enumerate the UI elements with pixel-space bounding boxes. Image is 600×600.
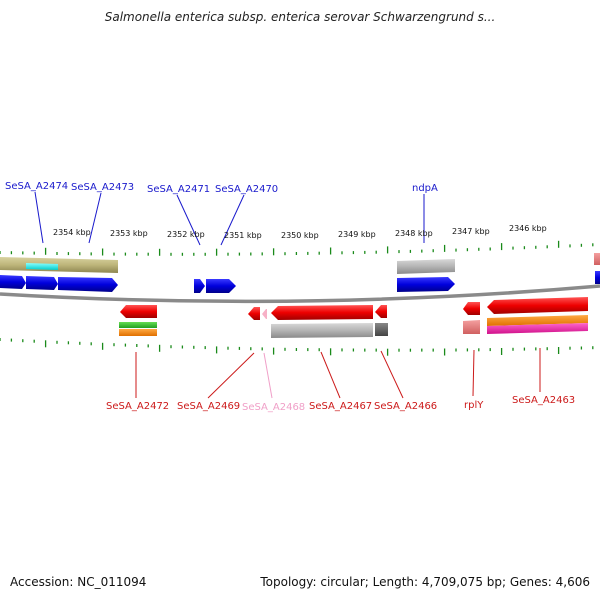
- gene-arrow-sesa-a2473b[interactable]: [58, 277, 118, 292]
- gene-label-sesa-a2473[interactable]: SeSA_A2473: [71, 182, 134, 193]
- gene-track-dark[interactable]: [375, 323, 388, 336]
- lower-tick-row: [0, 338, 594, 356]
- gene-arrow-sesa-a2473a[interactable]: [26, 276, 58, 290]
- gene-arrow-sesa-a2471[interactable]: [194, 279, 205, 293]
- gene-arrow-sesa-a2469[interactable]: [248, 307, 260, 320]
- connector-sesa-a2474: [34, 191, 44, 244]
- genome-summary-text: Topology: circular; Length: 4,709,075 bp…: [260, 575, 590, 589]
- backbone-line: [0, 284, 600, 304]
- connector-rply: [472, 349, 475, 397]
- gene-track-green[interactable]: [119, 322, 157, 328]
- reverse-feature-tracks: [119, 297, 588, 338]
- forward-gene-labels: SeSA_A2474 SeSA_A2473 SeSA_A2471 SeSA_A2…: [5, 181, 438, 195]
- kbp-tick-label: 2350 kbp: [281, 231, 319, 240]
- kbp-axis-labels: 2354 kbp 2353 kbp 2352 kbp 2351 kbp 2350…: [53, 224, 547, 240]
- kbp-tick-label: 2347 kbp: [452, 227, 490, 236]
- gene-arrow-sesa-a2466[interactable]: [375, 305, 387, 318]
- connector-sesa-a2470: [220, 194, 245, 246]
- kbp-tick-label: 2352 kbp: [167, 230, 205, 239]
- gene-label-sesa-a2467[interactable]: SeSA_A2467: [309, 401, 372, 412]
- reverse-gene-labels: SeSA_A2472 SeSA_A2469 SeSA_A2468 SeSA_A2…: [106, 395, 575, 413]
- gene-arrow-ndpa[interactable]: [397, 277, 455, 292]
- gene-track-cyan[interactable]: [26, 263, 58, 270]
- gene-arrow-sesa-a2470[interactable]: [206, 279, 236, 293]
- gene-label-sesa-a2471[interactable]: SeSA_A2471: [147, 184, 210, 195]
- gene-track-orange-a2463[interactable]: [487, 315, 588, 326]
- gene-arrow-sesa-a2467[interactable]: [271, 305, 373, 320]
- connector-sesa-a2467: [320, 351, 341, 399]
- page-title: Salmonella enterica subsp. enterica sero…: [104, 10, 496, 24]
- kbp-tick-label: 2351 kbp: [224, 231, 262, 240]
- kbp-tick-label: 2353 kbp: [110, 229, 148, 238]
- gene-track-salmon-rply[interactable]: [463, 320, 480, 334]
- gene-label-sesa-a2468[interactable]: SeSA_A2468: [242, 402, 305, 413]
- connector-sesa-a2473: [88, 192, 102, 244]
- connector-sesa-a2468: [263, 352, 273, 399]
- accession-text: Accession: NC_011094: [10, 575, 147, 589]
- gene-arrow-sesa-a2472[interactable]: [120, 305, 157, 318]
- gene-arrow-sesa-a2463[interactable]: [487, 297, 588, 314]
- gene-arrow-edge[interactable]: [595, 271, 600, 284]
- gene-track-pink-a2463[interactable]: [487, 323, 588, 334]
- gene-track-olive[interactable]: [0, 257, 118, 273]
- gene-track-salmon[interactable]: [594, 253, 600, 265]
- gene-track-orange[interactable]: [119, 329, 157, 336]
- gene-label-sesa-a2469[interactable]: SeSA_A2469: [177, 401, 240, 412]
- gene-arrow-sesa-a2474[interactable]: [0, 275, 26, 289]
- gene-label-sesa-a2472[interactable]: SeSA_A2472: [106, 401, 169, 412]
- gene-label-sesa-a2463[interactable]: SeSA_A2463: [512, 395, 575, 406]
- connector-sesa-a2469: [207, 352, 255, 399]
- gene-label-sesa-a2474[interactable]: SeSA_A2474: [5, 181, 68, 192]
- upper-tick-row: [0, 240, 594, 256]
- gene-track-gray-ndpa[interactable]: [397, 259, 455, 274]
- kbp-tick-label: 2354 kbp: [53, 228, 91, 237]
- gene-arrow-rply[interactable]: [463, 302, 480, 315]
- gene-label-sesa-a2470[interactable]: SeSA_A2470: [215, 184, 278, 195]
- gene-track-gray-a2467[interactable]: [271, 323, 373, 338]
- forward-feature-tracks: [0, 253, 600, 293]
- connector-sesa-a2466: [380, 350, 404, 399]
- label-connectors: [34, 191, 541, 399]
- gene-label-ndpa[interactable]: ndpA: [412, 183, 438, 194]
- connector-sesa-a2471: [176, 194, 201, 246]
- gene-arrow-sesa-a2468[interactable]: [262, 309, 267, 319]
- kbp-tick-label: 2346 kbp: [509, 224, 547, 233]
- kbp-tick-label: 2349 kbp: [338, 230, 376, 239]
- kbp-tick-label: 2348 kbp: [395, 229, 433, 238]
- gene-label-sesa-a2466[interactable]: SeSA_A2466: [374, 401, 437, 412]
- gene-label-rply[interactable]: rplY: [464, 400, 484, 411]
